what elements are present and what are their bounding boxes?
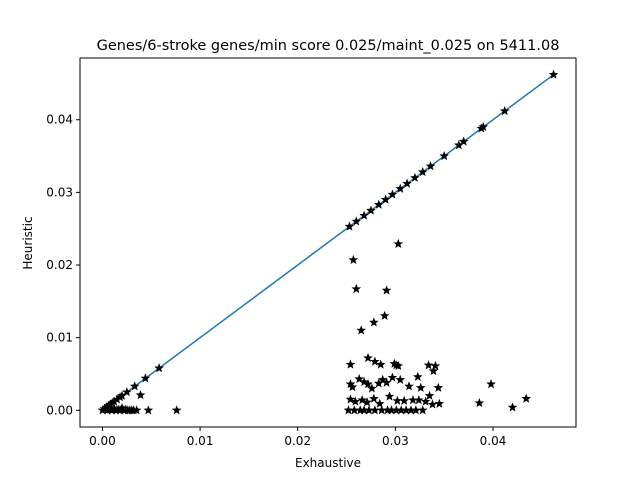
data-point bbox=[413, 371, 423, 381]
reference-line bbox=[102, 74, 554, 411]
data-point bbox=[410, 172, 420, 182]
x-tick-label: 0.00 bbox=[89, 434, 116, 448]
data-point bbox=[373, 199, 384, 209]
data-point bbox=[131, 405, 142, 415]
data-point bbox=[427, 399, 438, 409]
data-point bbox=[430, 360, 441, 371]
data-point bbox=[395, 183, 406, 193]
data-point bbox=[380, 194, 391, 204]
data-point bbox=[434, 398, 445, 408]
data-point bbox=[122, 387, 132, 397]
data-point bbox=[387, 189, 398, 199]
data-point bbox=[404, 381, 414, 391]
data-point bbox=[356, 325, 366, 335]
data-point bbox=[354, 374, 365, 384]
x-axis: 0.00 0.01 0.02 0.03 0.04 bbox=[89, 427, 506, 448]
data-point bbox=[425, 161, 436, 171]
y-tick-label: 0.02 bbox=[46, 258, 73, 272]
x-axis-label: Exhaustive bbox=[295, 456, 361, 470]
data-point bbox=[363, 352, 373, 363]
data-point bbox=[433, 382, 444, 392]
data-point bbox=[345, 359, 356, 369]
y-axis: 0.00 0.01 0.02 0.03 0.04 bbox=[46, 113, 80, 417]
data-point bbox=[507, 402, 518, 412]
data-point bbox=[393, 360, 404, 371]
data-point bbox=[363, 379, 373, 389]
line-layer bbox=[102, 74, 554, 411]
data-point bbox=[140, 373, 151, 383]
data-point bbox=[414, 395, 424, 405]
data-point bbox=[478, 121, 489, 132]
y-tick-label: 0.03 bbox=[46, 185, 73, 199]
data-point bbox=[366, 205, 376, 215]
data-point bbox=[367, 383, 377, 393]
data-point bbox=[359, 210, 369, 220]
data-point bbox=[350, 396, 361, 406]
data-point bbox=[499, 105, 510, 116]
data-point bbox=[387, 372, 398, 382]
x-tick-label: 0.02 bbox=[284, 434, 311, 448]
data-point bbox=[458, 136, 469, 146]
data-point bbox=[420, 396, 431, 406]
y-tick-label: 0.01 bbox=[46, 331, 73, 345]
data-point bbox=[417, 167, 428, 177]
data-point bbox=[362, 397, 372, 407]
y-axis-label: Heuristic bbox=[21, 216, 35, 269]
plot-area bbox=[97, 69, 559, 415]
data-point bbox=[143, 405, 154, 415]
data-point bbox=[369, 393, 379, 403]
data-point bbox=[402, 178, 412, 188]
x-tick-label: 0.03 bbox=[382, 434, 409, 448]
data-point bbox=[395, 374, 406, 384]
data-point bbox=[548, 69, 559, 79]
data-point bbox=[135, 390, 146, 400]
data-point bbox=[521, 393, 531, 403]
data-point bbox=[474, 397, 485, 408]
data-point bbox=[347, 382, 358, 392]
data-point bbox=[129, 381, 140, 391]
y-tick-label: 0.04 bbox=[46, 113, 73, 127]
data-point bbox=[345, 394, 356, 404]
data-point bbox=[370, 356, 380, 366]
data-point bbox=[375, 359, 386, 369]
chart-title: Genes/6-stroke genes/min score 0.025/mai… bbox=[97, 38, 560, 54]
data-point bbox=[439, 151, 449, 161]
data-point bbox=[381, 285, 392, 295]
y-tick-label: 0.00 bbox=[46, 403, 73, 417]
data-point bbox=[393, 238, 404, 249]
data-point bbox=[415, 382, 426, 392]
data-point bbox=[428, 366, 439, 376]
data-point bbox=[379, 310, 390, 320]
data-point bbox=[424, 390, 435, 400]
data-point bbox=[348, 254, 359, 265]
data-point bbox=[171, 405, 182, 415]
data-point bbox=[154, 363, 164, 373]
data-point bbox=[351, 216, 362, 226]
data-point bbox=[374, 398, 385, 408]
data-point bbox=[359, 376, 369, 387]
data-point bbox=[384, 391, 395, 401]
data-point bbox=[399, 395, 409, 405]
data-point bbox=[357, 395, 367, 405]
plot-frame bbox=[79, 57, 577, 428]
data-point bbox=[486, 379, 496, 389]
data-point bbox=[423, 360, 434, 370]
x-tick-label: 0.01 bbox=[187, 434, 214, 448]
data-point bbox=[351, 283, 362, 294]
data-point bbox=[344, 221, 355, 231]
data-point bbox=[417, 405, 428, 415]
points-layer bbox=[97, 69, 559, 415]
data-point bbox=[369, 317, 379, 327]
x-tick-label: 0.04 bbox=[480, 434, 507, 448]
